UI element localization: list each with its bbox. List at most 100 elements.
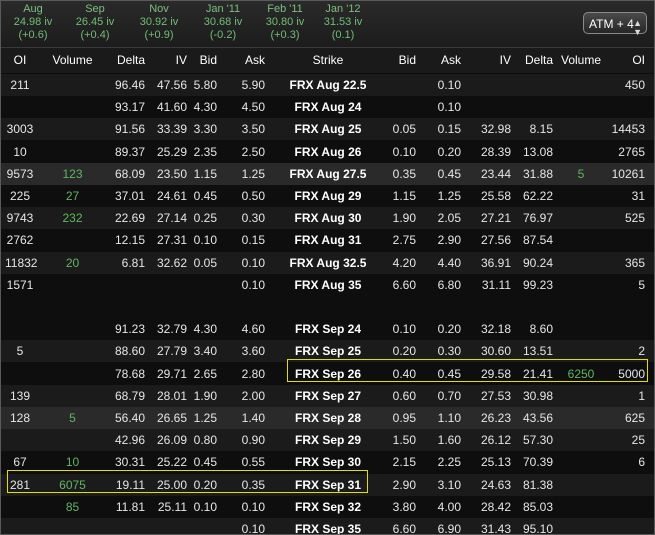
call-iv-header[interactable]: IV	[175, 53, 187, 67]
call-bid-header[interactable]: Bid	[199, 53, 217, 67]
call-iv-cell: 27.31	[156, 233, 187, 248]
put-oi-header[interactable]: OI	[632, 53, 645, 67]
put-delta-header[interactable]: Delta	[524, 53, 553, 67]
expiration-name: Feb '11	[267, 3, 303, 15]
put-bid-header[interactable]: Bid	[398, 53, 416, 67]
call-volume-header[interactable]: Volume	[52, 53, 93, 67]
call-bid-cell: 3.30	[193, 122, 217, 137]
put-bid-cell	[386, 296, 416, 318]
table-row[interactable]: 128 5 56.40 26.65 1.25 1.40 FRX Sep 28 0.95 1.10…	[1, 407, 654, 429]
call-oi-cell: 9743	[6, 211, 34, 226]
expiration-tab[interactable]: Jan '11 30.68 iv (-0.2)	[193, 3, 253, 42]
put-oi-cell: 2	[638, 344, 645, 359]
put-delta-cell: 81.38	[522, 477, 553, 492]
call-delta-cell	[99, 296, 145, 318]
call-bid-cell	[185, 518, 217, 534]
table-row[interactable]: 0.10 FRX Sep 35 6.60 6.90 31.43 95.10	[1, 518, 654, 535]
call-delta-header[interactable]: Delta	[116, 53, 145, 67]
table-row[interactable]: 3003 91.56 33.39 3.30 3.50 FRX Aug 25 0.05 0.15…	[1, 118, 654, 141]
table-row[interactable]: 211 96.46 47.56 5.80 5.90 FRX Aug 22.5 0.10 450	[1, 74, 654, 96]
call-bid-cell: 0.10	[193, 499, 217, 514]
put-oi-cell: 2765	[618, 144, 645, 159]
call-ask-header[interactable]: Ask	[244, 53, 265, 67]
call-oi-cell: 211	[10, 78, 30, 92]
put-oi-cell	[605, 96, 645, 118]
put-ask-cell: 0.10	[437, 100, 461, 115]
call-iv-cell: 25.22	[156, 455, 187, 470]
expiration-iv: 30.80 iv	[265, 16, 305, 28]
table-row[interactable]	[1, 296, 654, 318]
table-row[interactable]: 42.96 26.09 0.80 0.90 FRX Sep 29 1.50 1.60 26.1…	[1, 429, 654, 452]
put-ask-header[interactable]: Ask	[440, 53, 461, 67]
put-ask-cell: 0.45	[437, 166, 461, 181]
table-row[interactable]: 78.68 29.71 2.65 2.80 FRX Sep 26 0.40 0.45 29.5…	[1, 362, 654, 385]
table-row[interactable]: 11832 20 6.81 32.62 0.05 0.10 FRX Aug 32.5 4.20…	[1, 251, 654, 274]
put-delta-cell	[515, 296, 553, 318]
table-row[interactable]: 67 10 30.31 25.22 0.45 0.55 FRX Sep 30 2.15 2.25…	[1, 451, 654, 474]
put-volume-cell: 5	[577, 166, 585, 181]
put-iv-cell: 31.11	[481, 277, 511, 292]
put-volume-cell	[559, 207, 603, 229]
put-delta-cell: 85.03	[522, 499, 553, 514]
put-iv-cell: 28.42	[480, 499, 511, 514]
call-volume-cell	[49, 518, 96, 534]
call-oi-cell: 1571	[6, 277, 34, 292]
table-row[interactable]: 91.23 32.79 4.30 4.60 FRX Sep 24 0.10 0.20 32.1…	[1, 318, 654, 341]
table-row[interactable]: 93.17 41.60 4.30 4.50 FRX Aug 24 0.10	[1, 96, 654, 119]
call-bid-cell: 3.40	[193, 344, 217, 359]
put-bid-cell: 2.15	[392, 455, 416, 470]
put-volume-header[interactable]: Volume	[560, 53, 602, 67]
call-ask-cell: 4.50	[241, 100, 265, 115]
atm-range-dropdown[interactable]: ATM + 4 ▲ ▼	[583, 12, 647, 37]
call-delta-cell: 88.60	[114, 344, 145, 359]
put-delta-cell: 87.54	[522, 233, 553, 248]
table-row[interactable]: 225 27 37.01 24.61 0.45 0.50 FRX Aug 29 1.15 1.2…	[1, 185, 654, 207]
table-row[interactable]: 2762 12.15 27.31 0.10 0.15 FRX Aug 31 2.75 2.90…	[1, 229, 654, 252]
put-volume-cell	[559, 96, 603, 118]
table-row[interactable]: 10 89.37 25.29 2.35 2.50 FRX Aug 26 0.10 0.20 28…	[1, 140, 654, 163]
put-bid-cell: 0.20	[392, 344, 416, 359]
expiration-name: Aug	[23, 3, 43, 15]
put-bid-cell	[386, 96, 416, 118]
expiration-name: Nov	[149, 3, 169, 15]
strike-cell: FRX Aug 27.5	[289, 166, 367, 181]
put-iv-cell: 31.43	[480, 522, 511, 535]
call-volume-cell: 232	[62, 211, 83, 226]
expiration-tab[interactable]: Nov 30.92 iv (+0.9)	[129, 3, 189, 42]
table-row[interactable]: 85 11.81 25.11 0.10 0.10 FRX Sep 32 3.80 4.00 28…	[1, 495, 654, 518]
put-iv-cell: 36.91	[480, 255, 511, 270]
call-bid-cell	[185, 274, 217, 296]
call-bid-cell: 5.80	[193, 78, 217, 92]
table-row[interactable]: 281 6075 19.11 25.00 0.20 0.35 FRX Sep 31 2.90 3…	[1, 473, 654, 496]
put-oi-cell: 25	[631, 433, 645, 448]
put-iv-header[interactable]: IV	[499, 53, 511, 67]
expiration-name: Sep	[85, 3, 105, 15]
call-ask-cell: 0.30	[241, 211, 265, 226]
put-ask-cell: 1.60	[437, 433, 461, 448]
put-iv-cell: 26.23	[480, 411, 511, 425]
table-row[interactable]: 9573 123 68.09 23.50 1.15 1.25 FRX Aug 27.5 0.3…	[1, 162, 654, 185]
table-row[interactable]: 139 68.79 28.01 1.90 2.00 FRX Sep 27 0.60 0.70 2…	[1, 384, 654, 407]
call-oi-cell	[5, 318, 35, 340]
call-bid-cell: 0.20	[193, 477, 217, 492]
atm-range-label: ATM + 4	[589, 17, 634, 31]
expiration-tab[interactable]: Feb '11 30.80 iv (+0.3)	[255, 3, 315, 42]
call-oi-cell: 139	[9, 388, 31, 403]
table-row[interactable]: 5 88.60 27.79 3.40 3.60 FRX Sep 25 0.20 0.30 30.…	[1, 340, 654, 363]
put-ask-cell: 2.05	[437, 211, 461, 226]
put-iv-cell: 32.18	[480, 322, 511, 337]
strike-header[interactable]: Strike	[312, 53, 344, 67]
call-bid-cell	[185, 296, 217, 318]
put-delta-cell: 70.39	[522, 455, 553, 470]
call-bid-cell: 0.10	[193, 233, 217, 248]
call-oi-header[interactable]: OI	[13, 53, 27, 67]
expiration-tab[interactable]: Jan '12 31.53 iv (0.1)	[313, 3, 373, 42]
expiration-tab[interactable]: Aug 24.98 iv (+0.6)	[3, 3, 63, 42]
table-row[interactable]: 9743 232 22.69 27.14 0.25 0.30 FRX Aug 30 1.90 2…	[1, 207, 654, 230]
call-delta-cell: 96.46	[114, 78, 145, 92]
call-bid-cell: 0.45	[193, 189, 217, 203]
expiration-tab[interactable]: Sep 26.45 iv (+0.4)	[65, 3, 125, 42]
table-row[interactable]: 1571 0.10 FRX Aug 35 6.60 6.80 31.11 99.23 5	[1, 273, 654, 296]
put-iv-cell: 27.53	[480, 388, 511, 403]
